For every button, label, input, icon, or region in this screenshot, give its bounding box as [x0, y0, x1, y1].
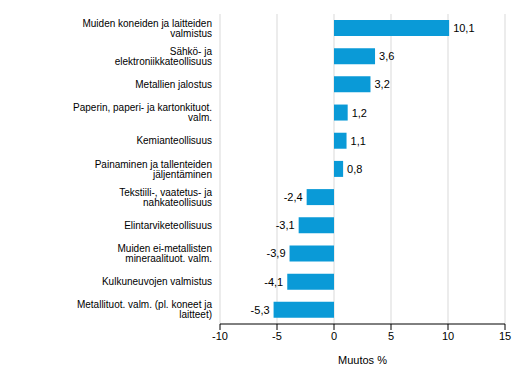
svg-text:-2,4: -2,4 [284, 191, 303, 203]
svg-text:-10: -10 [212, 330, 228, 342]
svg-text:Kemianteollisuus: Kemianteollisuus [136, 135, 212, 146]
svg-text:10: 10 [442, 330, 454, 342]
svg-text:-5: -5 [272, 330, 282, 342]
svg-text:0: 0 [331, 330, 337, 342]
svg-text:-5,3: -5,3 [251, 304, 270, 316]
svg-text:Muiden ei-metallistenmineraali: Muiden ei-metallistenmineraalituot. valm… [118, 243, 213, 264]
svg-text:Painaminen ja tallenteidenjälj: Painaminen ja tallenteidenjäljentäminen [95, 159, 212, 180]
svg-text:1,1: 1,1 [351, 135, 366, 147]
svg-text:3,2: 3,2 [374, 78, 389, 90]
svg-text:1,2: 1,2 [352, 107, 367, 119]
svg-text:15: 15 [499, 330, 511, 342]
svg-text:Muutos %: Muutos % [338, 354, 387, 366]
svg-text:-4,1: -4,1 [264, 276, 283, 288]
svg-text:0,8: 0,8 [347, 163, 362, 175]
svg-text:Muiden koneiden ja laitteidenv: Muiden koneiden ja laitteidenvalmistus [82, 18, 212, 39]
svg-text:Elintarviketeollisuus: Elintarviketeollisuus [124, 220, 212, 231]
svg-text:5: 5 [388, 330, 394, 342]
svg-text:Metallituot. valm. (pl. koneet: Metallituot. valm. (pl. koneet jalaittee… [77, 299, 212, 320]
svg-text:-3,1: -3,1 [276, 219, 295, 231]
svg-text:Kulkuneuvojen valmistus: Kulkuneuvojen valmistus [102, 276, 212, 287]
svg-text:10,1: 10,1 [453, 22, 474, 34]
svg-text:Metallien jalostus: Metallien jalostus [135, 79, 212, 90]
svg-text:Paperin, paperi- ja kartonkitu: Paperin, paperi- ja kartonkituot.valm. [73, 102, 212, 123]
svg-text:Sähkö- jaelektroniikkateollisu: Sähkö- jaelektroniikkateollisuus [115, 46, 213, 67]
svg-text:-3,9: -3,9 [267, 247, 286, 259]
svg-text:Tekstiili-, vaatetus- janahkat: Tekstiili-, vaatetus- janahkateollisuus [119, 187, 212, 208]
svg-text:3,6: 3,6 [379, 50, 394, 62]
